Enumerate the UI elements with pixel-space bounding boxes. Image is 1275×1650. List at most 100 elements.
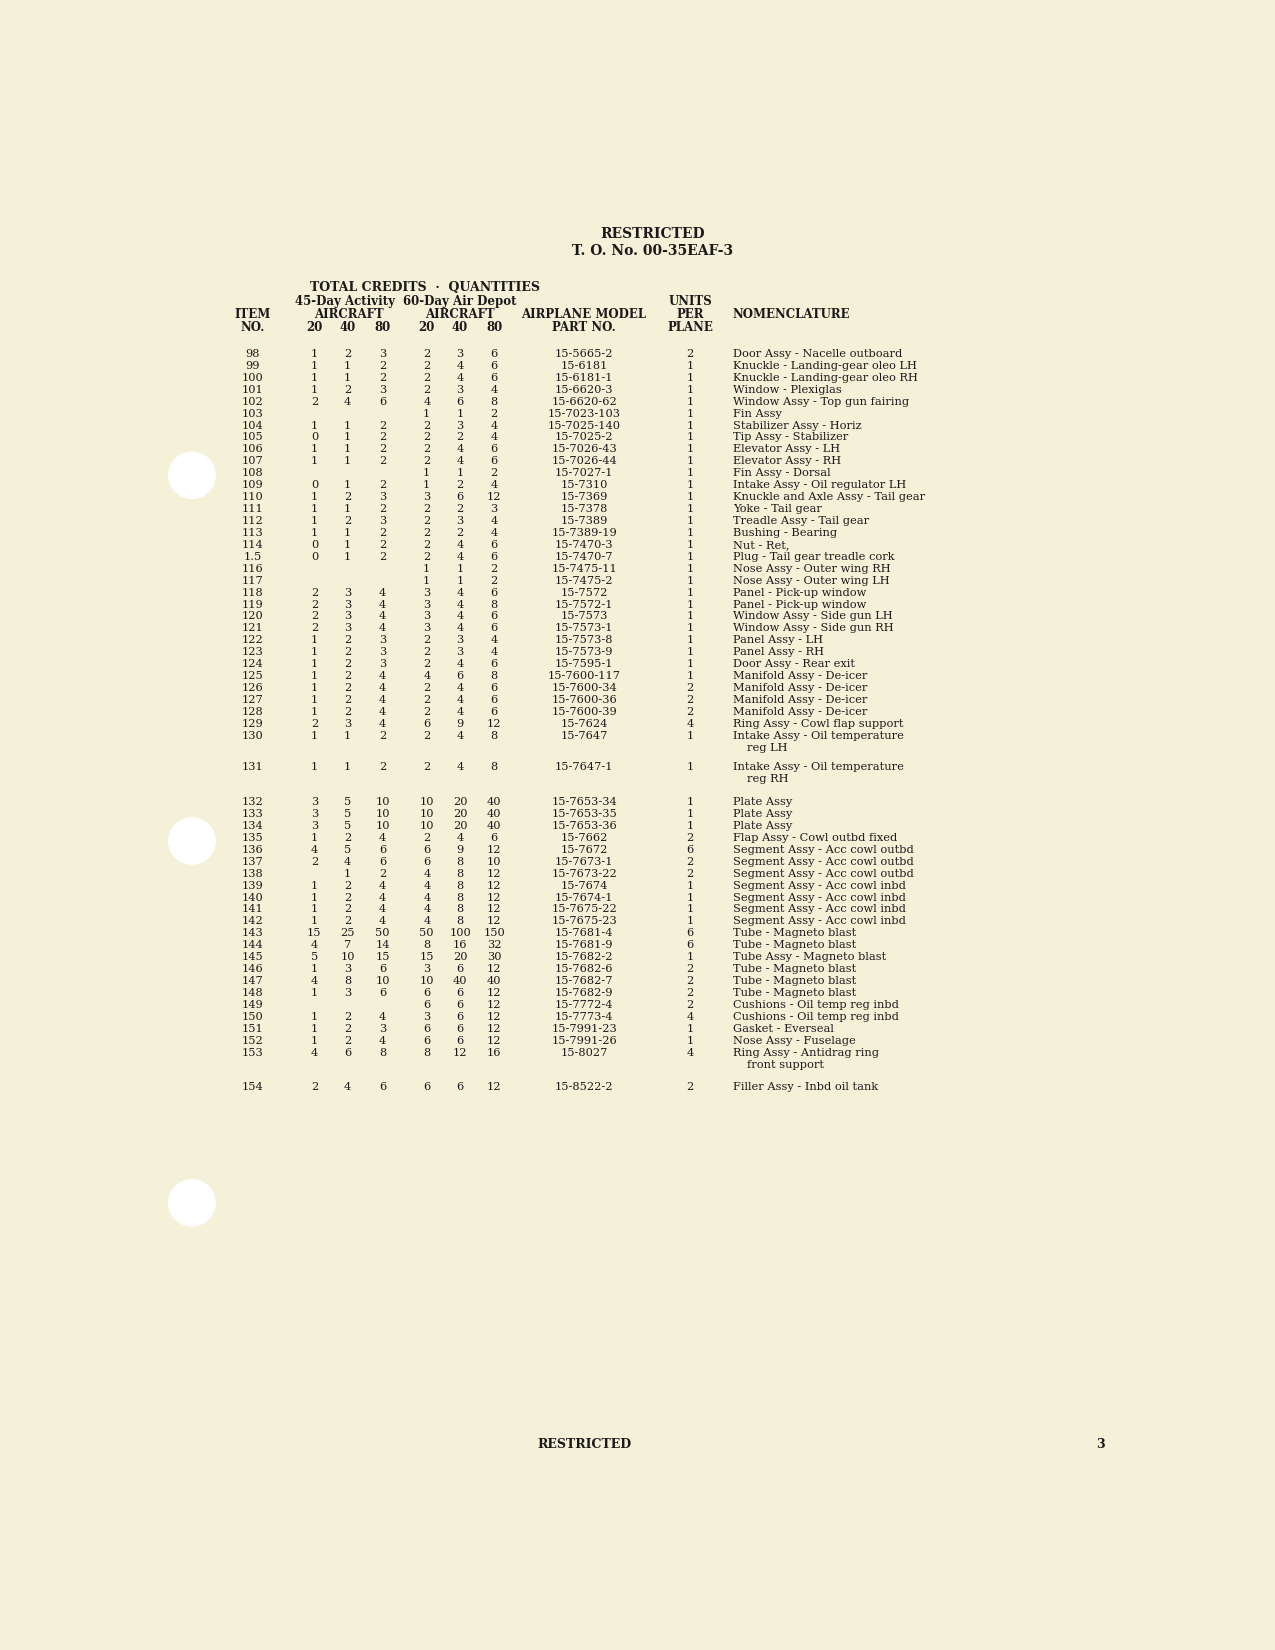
- Text: 15-7470-3: 15-7470-3: [555, 540, 613, 549]
- Text: 3: 3: [344, 587, 352, 597]
- Text: 2: 2: [423, 683, 431, 693]
- Text: 1: 1: [687, 505, 694, 515]
- Text: 153: 153: [241, 1048, 263, 1058]
- Text: 8: 8: [491, 731, 497, 741]
- Text: 103: 103: [241, 409, 263, 419]
- Text: 125: 125: [241, 672, 263, 681]
- Text: 4: 4: [423, 893, 431, 903]
- Text: 6: 6: [491, 683, 497, 693]
- Text: 124: 124: [241, 660, 263, 670]
- Text: 6: 6: [379, 1082, 386, 1092]
- Text: 2: 2: [423, 731, 431, 741]
- Text: Ring Assy - Cowl flap support: Ring Assy - Cowl flap support: [733, 719, 904, 729]
- Text: 2: 2: [423, 444, 431, 454]
- Text: 3: 3: [379, 1023, 386, 1035]
- Text: 15-5665-2: 15-5665-2: [555, 348, 613, 360]
- Text: 3: 3: [344, 624, 352, 634]
- Text: 12: 12: [487, 1000, 501, 1010]
- Text: 120: 120: [241, 612, 263, 622]
- Text: 1: 1: [311, 1011, 317, 1021]
- Text: 1: 1: [311, 672, 317, 681]
- Text: 12: 12: [487, 1082, 501, 1092]
- Text: 2: 2: [491, 576, 497, 586]
- Text: 5: 5: [344, 797, 352, 807]
- Text: 3: 3: [423, 964, 431, 973]
- Text: 50: 50: [419, 929, 434, 939]
- Text: 6: 6: [456, 988, 464, 998]
- Text: 2: 2: [344, 635, 352, 645]
- Text: 4: 4: [311, 940, 317, 950]
- Text: 1: 1: [687, 916, 694, 926]
- Text: 8: 8: [456, 916, 464, 926]
- Text: 1: 1: [344, 444, 352, 454]
- Text: 2: 2: [379, 373, 386, 383]
- Text: 133: 133: [241, 808, 263, 818]
- Text: 1: 1: [344, 551, 352, 561]
- Text: 1: 1: [687, 576, 694, 586]
- Text: 108: 108: [241, 469, 263, 478]
- Text: 80: 80: [375, 322, 390, 335]
- Text: AIRPLANE MODEL: AIRPLANE MODEL: [521, 309, 646, 322]
- Text: 15-7573-1: 15-7573-1: [555, 624, 613, 634]
- Text: 12: 12: [487, 988, 501, 998]
- Text: 15-7023-103: 15-7023-103: [547, 409, 621, 419]
- Text: 20: 20: [453, 822, 468, 832]
- Text: 2: 2: [423, 833, 431, 843]
- Text: 12: 12: [487, 964, 501, 973]
- Text: Yoke - Tail gear: Yoke - Tail gear: [733, 505, 822, 515]
- Text: Tip Assy - Stabilizer: Tip Assy - Stabilizer: [733, 432, 848, 442]
- Text: 6: 6: [379, 396, 386, 406]
- Text: 1: 1: [311, 964, 317, 973]
- Text: 1: 1: [311, 444, 317, 454]
- Text: 50: 50: [375, 929, 390, 939]
- Text: 98: 98: [245, 348, 260, 360]
- Text: 3: 3: [423, 492, 431, 502]
- Text: 2: 2: [311, 587, 317, 597]
- Text: 1: 1: [344, 432, 352, 442]
- Text: 2: 2: [687, 856, 694, 866]
- Text: 15-7662: 15-7662: [561, 833, 608, 843]
- Text: 2: 2: [344, 1023, 352, 1035]
- Text: 1: 1: [344, 421, 352, 431]
- Text: 4: 4: [423, 881, 431, 891]
- Text: 15-7600-39: 15-7600-39: [551, 706, 617, 718]
- Text: Window - Plexiglas: Window - Plexiglas: [733, 384, 842, 394]
- Text: 5: 5: [344, 822, 352, 832]
- Text: 15-7573-8: 15-7573-8: [555, 635, 613, 645]
- Text: 4: 4: [379, 612, 386, 622]
- Text: 5: 5: [344, 808, 352, 818]
- Text: Nose Assy - Outer wing LH: Nose Assy - Outer wing LH: [733, 576, 890, 586]
- Text: Ring Assy - Antidrag ring: Ring Assy - Antidrag ring: [733, 1048, 878, 1058]
- Text: 2: 2: [687, 868, 694, 879]
- Text: 1: 1: [456, 469, 464, 478]
- Text: 1: 1: [311, 762, 317, 772]
- Text: 15-7025-2: 15-7025-2: [555, 432, 613, 442]
- Text: 0: 0: [311, 432, 317, 442]
- Text: 2: 2: [423, 361, 431, 371]
- Text: 16: 16: [453, 940, 468, 950]
- Text: 1: 1: [687, 881, 694, 891]
- Text: 14: 14: [375, 940, 390, 950]
- Text: 2: 2: [379, 731, 386, 741]
- Text: 1: 1: [344, 528, 352, 538]
- Text: 15-7389-19: 15-7389-19: [551, 528, 617, 538]
- Text: 15-8522-2: 15-8522-2: [555, 1082, 613, 1092]
- Text: 2: 2: [344, 1036, 352, 1046]
- Text: PLANE: PLANE: [667, 322, 713, 335]
- Text: reg RH: reg RH: [747, 774, 788, 784]
- Text: UNITS: UNITS: [668, 295, 713, 309]
- Text: 30: 30: [487, 952, 501, 962]
- Text: 4: 4: [491, 384, 497, 394]
- Text: 3: 3: [1096, 1437, 1105, 1450]
- Text: 2: 2: [687, 977, 694, 987]
- Text: 1: 1: [311, 683, 317, 693]
- Text: 1: 1: [456, 409, 464, 419]
- Text: Gasket - Everseal: Gasket - Everseal: [733, 1023, 834, 1035]
- Text: 16: 16: [487, 1048, 501, 1058]
- Text: 2: 2: [687, 833, 694, 843]
- Text: 1: 1: [687, 624, 694, 634]
- Text: 8: 8: [456, 893, 464, 903]
- Text: 1: 1: [423, 469, 431, 478]
- Text: 4: 4: [379, 599, 386, 609]
- Text: 2: 2: [344, 695, 352, 705]
